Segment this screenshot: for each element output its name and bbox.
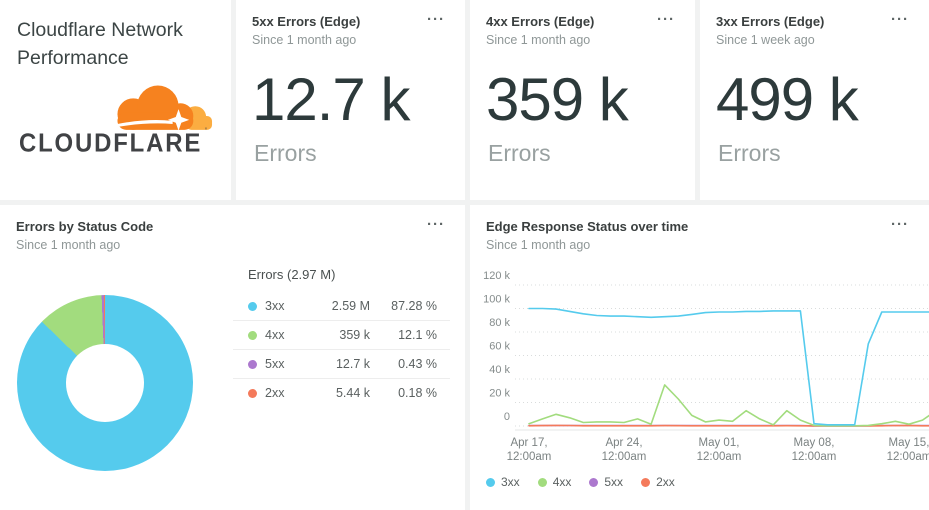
x-axis-label: May 01, 12:00am — [697, 437, 742, 463]
series-color-dot — [248, 388, 257, 398]
billboard-3xx-errors-card: 3xx Errors (Edge) Since 1 week ago ··· 4… — [700, 0, 929, 200]
card-menu-button[interactable]: ··· — [427, 216, 445, 233]
cloudflare-star-icon — [167, 109, 190, 131]
dashboard-title: Cloudflare Network Performance — [17, 19, 183, 69]
series-percent: 0.43 % — [398, 357, 437, 371]
billboard-unit: Errors — [718, 140, 781, 166]
card-menu-button[interactable]: ··· — [891, 216, 909, 233]
card-subtitle: Since 1 month ago — [486, 33, 591, 47]
billboard-value: 499 k — [716, 66, 859, 133]
series-color-dot — [248, 359, 257, 369]
card-subtitle: Since 1 week ago — [716, 33, 815, 47]
series-value: 12.7 k — [335, 357, 370, 371]
timeseries-legend-item-4xx[interactable]: 4xx — [537, 475, 572, 489]
donut-legend-row-2xx[interactable]: 2xx 5.44 k 0.18 % — [233, 378, 450, 407]
donut-legend-row-3xx[interactable]: 3xx 2.59 M 87.28 % — [233, 292, 450, 320]
series-percent: 12.1 % — [398, 328, 437, 342]
series-color-dot — [537, 477, 547, 487]
card-title: Errors by Status Code — [16, 219, 154, 234]
series-color-dot — [248, 330, 257, 340]
cloudflare-logo-text: CLOUDFLARE — [19, 130, 202, 156]
billboard-4xx-errors-card: 4xx Errors (Edge) Since 1 month ago ··· … — [470, 0, 695, 200]
x-axis-label: May 08, 12:00am — [792, 437, 837, 463]
y-axis-label: 40 k — [489, 364, 510, 376]
billboard-value: 359 k — [486, 66, 629, 133]
timeseries-legend: 3xx 4xx 5xx 2xx — [486, 475, 675, 489]
timeseries-chart[interactable]: 120 k 100 k 80 k 60 k 40 k 20 k 0 Apr 17, 12:00a… — [470, 205, 929, 510]
billboard-value: 12.7 k — [252, 66, 410, 133]
card-title: 3xx Errors (Edge) — [716, 14, 825, 29]
series-label: 4xx — [552, 475, 572, 489]
card-title: Edge Response Status over time — [486, 219, 689, 234]
errors-by-status-code-card: Errors by Status Code Since 1 month ago … — [0, 205, 465, 510]
donut-legend-row-4xx[interactable]: 4xx 359 k 12.1 % — [233, 320, 450, 349]
card-header: 3xx Errors (Edge) Since 1 week ago — [716, 14, 887, 47]
y-axis-label: 20 k — [489, 388, 510, 400]
card-title: 4xx Errors (Edge) — [486, 14, 595, 29]
series-value: 2.59 M — [331, 299, 370, 313]
timeseries-legend-item-5xx[interactable]: 5xx — [589, 475, 623, 489]
y-axis-label: 80 k — [489, 317, 510, 329]
card-header: Errors by Status Code Since 1 month ago — [16, 219, 423, 252]
x-axis-label: May 15, 12:00am — [887, 437, 929, 463]
billboard-5xx-errors-card: 5xx Errors (Edge) Since 1 month ago ··· … — [236, 0, 465, 200]
y-axis-label: 120 k — [483, 270, 510, 282]
y-axis-label: 60 k — [489, 341, 510, 353]
cloudflare-logo: CLOUDFLARE ' — [19, 85, 213, 156]
donut-chart-hole — [66, 344, 144, 422]
donut-legend-title: Errors (2.97 M) — [248, 267, 336, 282]
series-percent: 87.28 % — [391, 299, 437, 313]
series-label: 5xx — [265, 357, 285, 371]
series-color-dot — [589, 477, 599, 487]
series-color-dot — [486, 477, 495, 487]
series-percent: 0.18 % — [398, 386, 437, 400]
billboard-unit: Errors — [488, 140, 551, 166]
series-label: 2xx — [265, 386, 285, 400]
series-label: 3xx — [501, 475, 520, 489]
series-label: 5xx — [604, 475, 624, 489]
y-axis-label: 100 k — [483, 294, 510, 306]
card-menu-button[interactable]: ··· — [427, 11, 445, 28]
y-axis-label: 0 — [504, 411, 510, 423]
series-label: 3xx — [265, 299, 285, 313]
edge-response-status-card: 120 k 100 k 80 k 60 k 40 k 20 k 0 Apr 17, 12:00a… — [470, 205, 929, 510]
timeseries-legend-item-3xx[interactable]: 3xx — [486, 475, 520, 489]
card-subtitle: Since 1 month ago — [486, 238, 591, 252]
series-line-4xx — [528, 384, 929, 427]
series-label: 4xx — [265, 328, 285, 342]
x-axis-label: Apr 17, 12:00am — [507, 437, 552, 463]
series-line-3xx — [528, 307, 929, 426]
series-value: 359 k — [339, 328, 370, 342]
cloudflare-swoosh — [117, 120, 173, 127]
donut-legend-row-5xx[interactable]: 5xx 12.7 k 0.43 % — [233, 349, 450, 378]
cloudflare-logo-trademark: ' — [205, 126, 207, 136]
card-header: 5xx Errors (Edge) Since 1 month ago — [252, 14, 423, 47]
card-header: Edge Response Status over time Since 1 m… — [486, 219, 887, 252]
card-subtitle: Since 1 month ago — [252, 33, 357, 47]
card-menu-button[interactable]: ··· — [657, 11, 675, 28]
timeseries-legend-item-2xx[interactable]: 2xx — [641, 475, 675, 489]
series-value: 5.44 k — [335, 386, 370, 400]
card-header: 4xx Errors (Edge) Since 1 month ago — [486, 14, 653, 47]
card-title: 5xx Errors (Edge) — [252, 14, 361, 29]
series-color-dot — [641, 477, 651, 487]
dashboard-title-card: Cloudflare Network Performance CLOUDFLAR… — [0, 0, 231, 200]
card-subtitle: Since 1 month ago — [16, 238, 121, 252]
donut-legend-rows: 3xx 2.59 M 87.28 % 4xx 359 k 12.1 % 5xx 12.7 k 0… — [233, 292, 450, 407]
donut-chart[interactable] — [17, 295, 193, 471]
series-label: 2xx — [656, 475, 675, 489]
card-menu-button[interactable]: ··· — [891, 11, 909, 28]
series-color-dot — [248, 301, 257, 311]
donut-legend: Errors (2.97 M) 3xx 2.59 M 87.28 % 4xx 359 k… — [233, 267, 450, 407]
x-axis-label: Apr 24, 12:00am — [602, 437, 647, 463]
billboard-unit: Errors — [254, 140, 317, 166]
